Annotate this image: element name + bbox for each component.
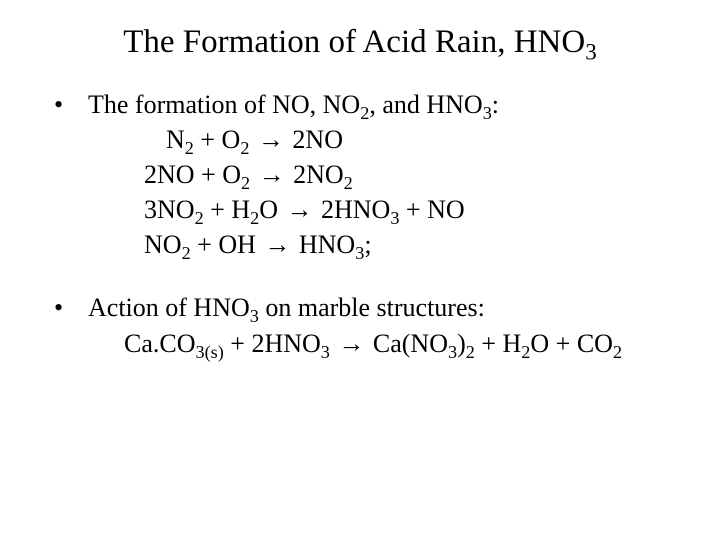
sub: 2 bbox=[250, 208, 259, 228]
arrow-icon: → bbox=[257, 157, 287, 192]
equation-3: 3NO2 + H2O → 2HNO3 + NO bbox=[144, 192, 670, 227]
txt: + O bbox=[194, 125, 240, 154]
equation-1: N2 + O2 → 2NO bbox=[166, 122, 670, 157]
txt: Ca.CO bbox=[124, 329, 196, 358]
sub: 2 bbox=[344, 173, 353, 193]
txt: + NO bbox=[399, 195, 464, 224]
section-formation: • The formation of NO, NO2, and HNO3: N2… bbox=[50, 87, 670, 262]
sub: 3 bbox=[250, 307, 259, 327]
arrow-icon: → bbox=[262, 227, 292, 262]
arrow-icon: → bbox=[284, 192, 314, 227]
txt: 2HNO bbox=[314, 195, 390, 224]
bullet-formation: • The formation of NO, NO2, and HNO3: bbox=[50, 87, 670, 122]
sub: 3(s) bbox=[196, 342, 224, 362]
sub: 2 bbox=[195, 208, 204, 228]
txt: 2NO bbox=[286, 125, 343, 154]
txt: N bbox=[166, 125, 185, 154]
txt: , and HNO bbox=[369, 90, 482, 119]
txt: 2NO bbox=[287, 160, 344, 189]
txt: on marble structures: bbox=[259, 293, 485, 322]
bullet-marble: • Action of HNO3 on marble structures: bbox=[50, 290, 670, 325]
txt: O + CO bbox=[530, 329, 613, 358]
txt: HNO bbox=[292, 230, 355, 259]
txt: NO bbox=[144, 230, 182, 259]
txt: + 2HNO bbox=[224, 329, 321, 358]
arrow-icon: → bbox=[256, 122, 286, 157]
sub: 3 bbox=[483, 103, 492, 123]
title-sub: 3 bbox=[585, 39, 597, 65]
equation-5: Ca.CO3(s) + 2HNO3 → Ca(NO3)2 + H2O + CO2 bbox=[124, 326, 670, 361]
sub: 2 bbox=[466, 342, 475, 362]
txt: + H bbox=[204, 195, 250, 224]
sub: 3 bbox=[321, 342, 330, 362]
sub: 2 bbox=[182, 244, 191, 264]
txt: 2NO + O bbox=[144, 160, 241, 189]
txt: 3NO bbox=[144, 195, 195, 224]
bullet-dot: • bbox=[50, 290, 88, 325]
equation-2: 2NO + O2 → 2NO2 bbox=[144, 157, 670, 192]
txt: ; bbox=[364, 230, 371, 259]
txt: + H bbox=[475, 329, 521, 358]
sub: 2 bbox=[185, 138, 194, 158]
sub: 3 bbox=[355, 244, 364, 264]
txt: O bbox=[259, 195, 284, 224]
sub: 2 bbox=[613, 342, 622, 362]
sub: 2 bbox=[360, 103, 369, 123]
bullet-dot: • bbox=[50, 87, 88, 122]
bullet-marble-text: Action of HNO3 on marble structures: bbox=[88, 290, 670, 325]
slide: The Formation of Acid Rain, HNO3 • The f… bbox=[0, 0, 720, 540]
txt: : bbox=[492, 90, 499, 119]
slide-title: The Formation of Acid Rain, HNO3 bbox=[50, 24, 670, 61]
txt: ) bbox=[457, 329, 466, 358]
equation-4: NO2 + OH → HNO3; bbox=[144, 227, 670, 262]
txt: The formation of NO, NO bbox=[88, 90, 360, 119]
txt: Ca(NO bbox=[366, 329, 448, 358]
txt: Action of HNO bbox=[88, 293, 250, 322]
title-text: The Formation of Acid Rain, HNO bbox=[123, 24, 585, 60]
sub: 3 bbox=[448, 342, 457, 362]
sub: 2 bbox=[241, 173, 250, 193]
arrow-icon: → bbox=[336, 326, 366, 361]
section-marble: • Action of HNO3 on marble structures: C… bbox=[50, 290, 670, 360]
bullet-formation-text: The formation of NO, NO2, and HNO3: bbox=[88, 87, 670, 122]
txt: + OH bbox=[191, 230, 263, 259]
